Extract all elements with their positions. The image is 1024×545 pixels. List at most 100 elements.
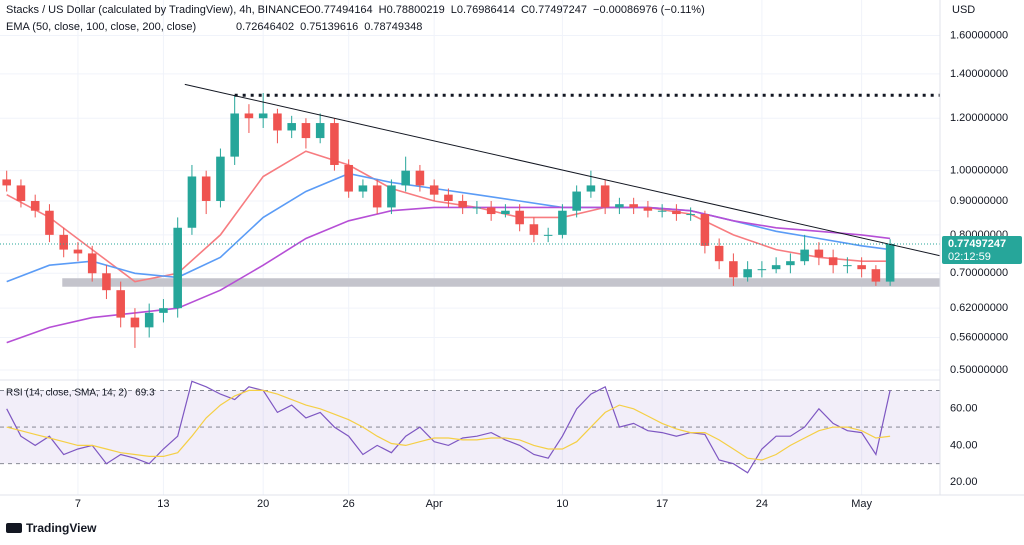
candle-body xyxy=(244,113,254,119)
x-tick-label: 13 xyxy=(157,498,169,510)
rsi-line xyxy=(6,380,891,474)
quote-value: L0.76986414 xyxy=(451,4,515,16)
support-band xyxy=(62,278,940,287)
candle-body xyxy=(643,207,653,211)
ema-line xyxy=(6,150,891,283)
candle-body xyxy=(130,317,140,328)
candle-body xyxy=(771,265,781,270)
candle-body xyxy=(543,234,553,236)
candle-body xyxy=(472,207,482,209)
y-tick-label: 0.62000000 xyxy=(950,302,1008,314)
candle-body xyxy=(45,210,54,235)
x-tick-label: Apr xyxy=(426,498,443,510)
candle-body xyxy=(372,185,382,208)
candle-body xyxy=(828,257,838,266)
rsi-value: 69.3 xyxy=(135,388,155,399)
candle-body xyxy=(159,308,168,313)
candle-body xyxy=(330,123,339,165)
candle-body xyxy=(401,170,410,186)
candle-body xyxy=(672,210,681,215)
candle-body xyxy=(800,249,809,262)
x-tick-label: 7 xyxy=(75,498,81,510)
candle-body xyxy=(173,227,182,309)
candle-body xyxy=(144,312,154,328)
grid xyxy=(0,0,940,495)
rsi-tick-label: 40.00 xyxy=(950,439,978,451)
candle-body xyxy=(230,113,239,157)
rsi-band xyxy=(0,390,940,464)
ema-values: 0.72646402 0.75139616 0.78749348 xyxy=(236,21,422,33)
y-tick-label: 0.90000000 xyxy=(950,195,1008,207)
candle-body xyxy=(714,245,724,262)
candle-body xyxy=(700,214,710,246)
last-price-box xyxy=(942,235,1022,264)
candle-body xyxy=(486,207,496,215)
y-tick-label: 0.70000000 xyxy=(950,267,1008,279)
candle-body xyxy=(814,249,824,258)
candle-body xyxy=(743,269,752,278)
candle-body xyxy=(102,273,111,291)
candle-body xyxy=(258,113,268,119)
candle-body xyxy=(871,269,881,282)
y-tick-label: 1.20000000 xyxy=(950,112,1008,124)
last-price-label: 0.77497247 xyxy=(948,238,1006,250)
candle-body xyxy=(629,204,638,208)
y-tick-label: 1.40000000 xyxy=(950,68,1008,80)
ema-line xyxy=(6,172,891,283)
quote: O0.77494164 H0.78800219 L0.76986414 C0.7749… xyxy=(306,4,705,16)
quote-value: O0.77494164 xyxy=(306,4,373,16)
ema-label: EMA (50, close, 100, close, 200, close) xyxy=(6,21,196,33)
trendline xyxy=(184,83,941,257)
candle-body xyxy=(387,185,396,208)
candle-body xyxy=(857,265,866,270)
candle-body xyxy=(429,185,439,195)
candle-body xyxy=(30,200,40,211)
logo-icon xyxy=(6,523,22,533)
symbol-title: Stacks / US Dollar (calculated by Tradin… xyxy=(6,4,307,16)
candle-body xyxy=(73,249,83,254)
candle-body xyxy=(586,185,596,192)
rsi-tick-label: 60.00 xyxy=(950,403,978,415)
candle-body xyxy=(600,185,610,208)
x-tick-label: May xyxy=(851,498,872,510)
ema-value: 0.72646402 xyxy=(236,21,294,33)
candle-body xyxy=(885,243,895,282)
candle-body xyxy=(59,234,68,250)
ema-value: 0.75139616 xyxy=(300,21,358,33)
logo-text: TradingView xyxy=(26,521,97,535)
candle-body xyxy=(187,176,197,228)
candle-body xyxy=(615,204,624,208)
candle-body xyxy=(87,253,97,274)
y-tick-label: 0.56000000 xyxy=(950,331,1008,343)
quote-value: C0.77497247 xyxy=(521,4,587,16)
y-tick-label: 1.00000000 xyxy=(950,165,1008,177)
candle-body xyxy=(201,176,211,201)
candle-body xyxy=(757,269,767,271)
ema-value: 0.78749348 xyxy=(364,21,422,33)
rsi-line xyxy=(6,389,891,461)
candle-body xyxy=(686,214,695,216)
candle-body xyxy=(843,265,852,267)
quote-value: H0.78800219 xyxy=(379,4,445,16)
candle-body xyxy=(501,210,510,215)
candle-body xyxy=(515,210,524,225)
candle-body xyxy=(216,156,225,201)
candle-body xyxy=(572,191,581,211)
candle-body xyxy=(287,123,296,131)
candle-body xyxy=(315,123,325,139)
currency: USD xyxy=(952,4,975,16)
candle-body xyxy=(116,290,125,318)
y-tick-label: 0.50000000 xyxy=(950,364,1008,376)
candle-body xyxy=(344,164,353,192)
candle-body xyxy=(2,179,11,186)
candle-body xyxy=(558,210,567,235)
rsi-label: RSI (14, close, SMA, 14, 2) xyxy=(6,388,127,399)
y-tick-label: 1.60000000 xyxy=(950,29,1008,41)
countdown: 02:12:59 xyxy=(948,251,991,263)
x-tick-label: 10 xyxy=(556,498,568,510)
rsi-tick-label: 20.00 xyxy=(950,476,978,488)
ema-line xyxy=(6,206,891,344)
candle-body xyxy=(529,224,539,235)
candle-body xyxy=(786,261,795,266)
